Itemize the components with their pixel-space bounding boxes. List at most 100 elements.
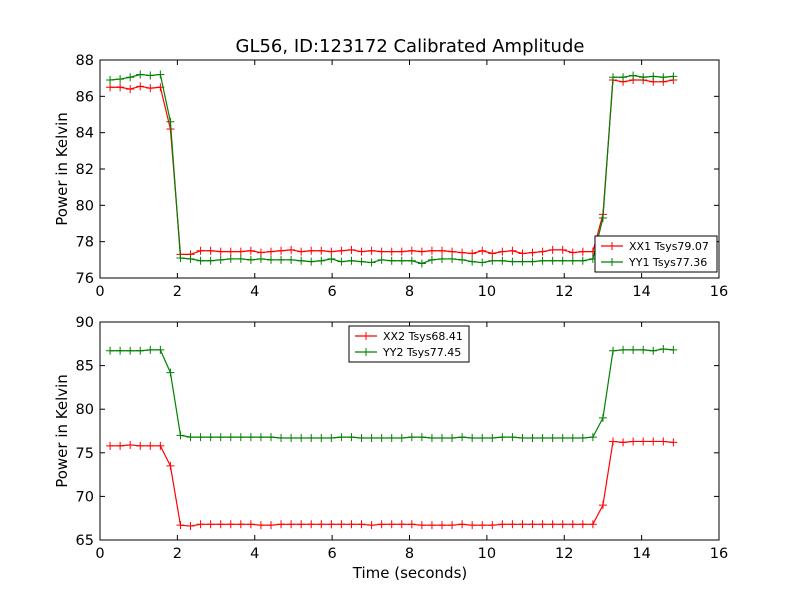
data-point bbox=[367, 258, 376, 267]
data-point bbox=[116, 346, 125, 355]
data-point bbox=[629, 71, 638, 80]
data-point bbox=[458, 255, 467, 264]
data-point bbox=[649, 437, 658, 446]
x-tick-label: 10 bbox=[478, 284, 496, 300]
data-point bbox=[608, 346, 617, 355]
data-point bbox=[518, 249, 527, 258]
data-point bbox=[578, 520, 587, 529]
data-point bbox=[136, 441, 145, 450]
x-tick-label: 14 bbox=[632, 284, 650, 300]
legend-marker bbox=[362, 348, 370, 356]
x-tick-label: 8 bbox=[405, 284, 414, 300]
data-point bbox=[246, 433, 255, 442]
data-point bbox=[357, 433, 366, 442]
data-point bbox=[568, 433, 577, 442]
x-tick-label: 0 bbox=[95, 546, 104, 562]
data-point bbox=[417, 247, 426, 256]
data-point bbox=[518, 433, 527, 442]
data-point bbox=[488, 433, 497, 442]
data-point bbox=[427, 246, 436, 255]
data-point bbox=[236, 520, 245, 529]
data-point bbox=[287, 245, 296, 254]
x-tick-label: 4 bbox=[250, 546, 259, 562]
data-point bbox=[166, 461, 175, 470]
data-point bbox=[236, 433, 245, 442]
data-point bbox=[126, 85, 135, 94]
y-tick-label: 84 bbox=[76, 126, 94, 142]
data-point bbox=[468, 249, 477, 258]
data-point bbox=[176, 521, 185, 530]
data-point bbox=[377, 247, 386, 256]
data-point bbox=[417, 433, 426, 442]
data-point bbox=[649, 346, 658, 355]
data-point bbox=[508, 257, 517, 266]
data-point bbox=[307, 246, 316, 255]
data-point bbox=[116, 83, 125, 92]
data-point bbox=[317, 520, 326, 529]
data-point bbox=[357, 247, 366, 256]
legend-label: XX1 Tsys79.07 bbox=[629, 240, 709, 253]
data-point bbox=[659, 73, 668, 82]
data-point bbox=[407, 520, 416, 529]
data-point bbox=[297, 247, 306, 256]
data-point bbox=[307, 520, 316, 529]
data-point bbox=[277, 246, 286, 255]
data-point bbox=[437, 254, 446, 263]
data-point bbox=[427, 255, 436, 264]
data-point bbox=[297, 256, 306, 265]
data-point bbox=[387, 433, 396, 442]
data-point bbox=[196, 433, 205, 442]
x-tick-label: 12 bbox=[555, 546, 573, 562]
data-point bbox=[196, 520, 205, 529]
series-2-group bbox=[106, 70, 678, 268]
data-point bbox=[397, 247, 406, 256]
data-point bbox=[488, 521, 497, 530]
data-point bbox=[106, 83, 115, 92]
data-point bbox=[246, 246, 255, 255]
data-point bbox=[508, 246, 517, 255]
data-point bbox=[196, 256, 205, 265]
data-point bbox=[266, 433, 275, 442]
data-point bbox=[226, 520, 235, 529]
data-point bbox=[598, 413, 607, 422]
data-point bbox=[226, 247, 235, 256]
legend-label: YY2 Tsys77.45 bbox=[382, 346, 461, 359]
top-y-axis-label: Power in Kelvin bbox=[53, 112, 71, 226]
data-point bbox=[548, 245, 557, 254]
data-point bbox=[377, 255, 386, 264]
data-point bbox=[236, 254, 245, 263]
data-point bbox=[307, 257, 316, 266]
data-point bbox=[427, 521, 436, 530]
x-tick-label: 16 bbox=[710, 546, 728, 562]
data-point bbox=[448, 521, 457, 530]
data-point bbox=[216, 247, 225, 256]
data-point bbox=[236, 247, 245, 256]
data-point bbox=[287, 433, 296, 442]
data-point bbox=[256, 254, 265, 263]
data-point bbox=[639, 345, 648, 354]
data-point bbox=[659, 345, 668, 354]
data-point bbox=[216, 255, 225, 264]
data-point bbox=[357, 520, 366, 529]
data-point bbox=[578, 256, 587, 265]
legend: XX2 Tsys68.41 YY2 Tsys77.45 bbox=[348, 325, 470, 363]
data-point bbox=[558, 256, 567, 265]
data-point bbox=[437, 521, 446, 530]
data-point bbox=[407, 256, 416, 265]
legend-label: YY1 Tsys77.36 bbox=[628, 256, 707, 269]
data-point bbox=[598, 501, 607, 510]
x-tick-label: 4 bbox=[250, 284, 259, 300]
data-point bbox=[126, 73, 135, 82]
data-point bbox=[397, 256, 406, 265]
data-point bbox=[367, 521, 376, 530]
data-point bbox=[146, 345, 155, 354]
data-point bbox=[397, 520, 406, 529]
data-point bbox=[669, 345, 678, 354]
data-point bbox=[538, 433, 547, 442]
data-point bbox=[337, 257, 346, 266]
data-point bbox=[488, 256, 497, 265]
data-point bbox=[458, 520, 467, 529]
x-tick-label: 6 bbox=[328, 284, 337, 300]
data-point bbox=[277, 433, 286, 442]
data-point bbox=[518, 257, 527, 266]
